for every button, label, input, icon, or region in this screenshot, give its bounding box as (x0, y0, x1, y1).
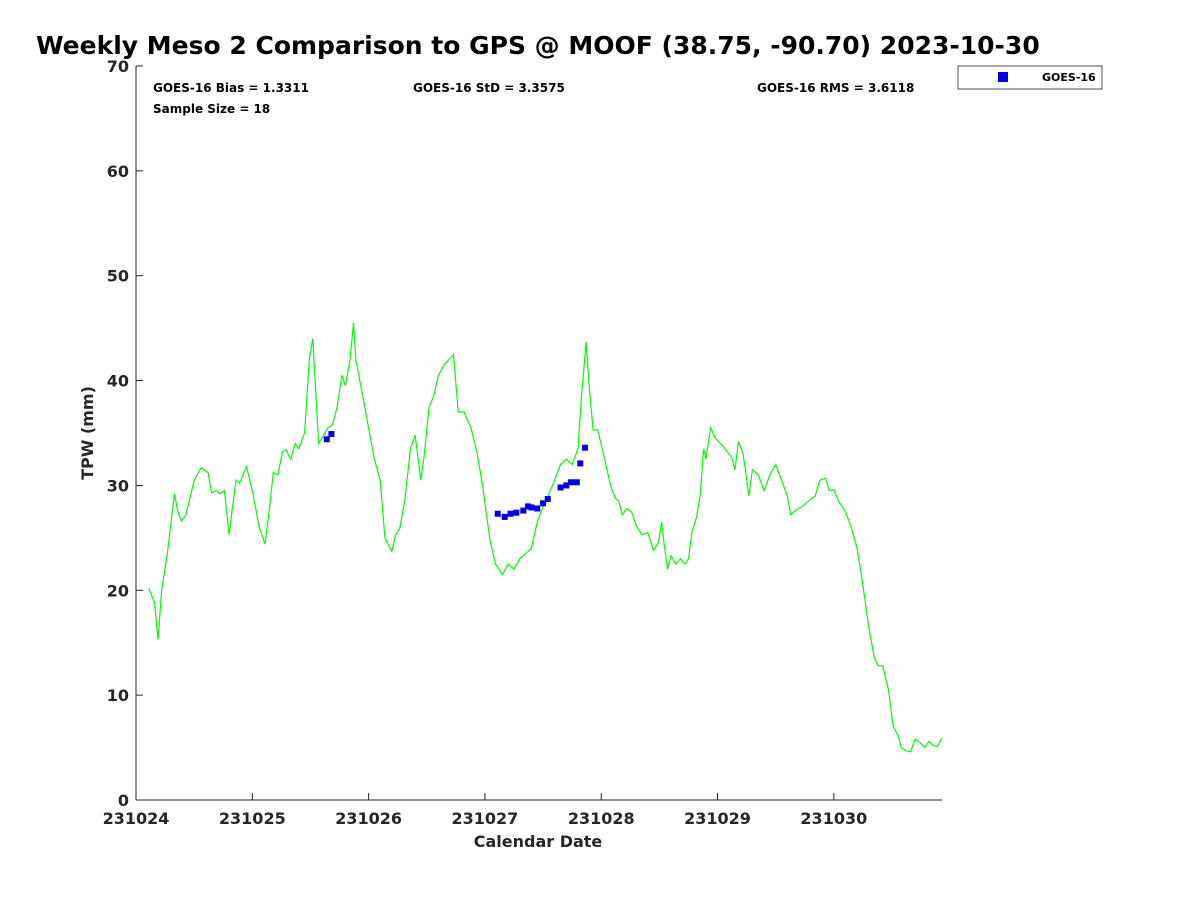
goes16-point (323, 436, 330, 443)
goes16-point (328, 431, 335, 438)
goes16-point (513, 509, 520, 516)
x-tick-label: 231027 (452, 809, 519, 828)
goes16-point (507, 510, 514, 517)
x-tick-label: 231026 (335, 809, 402, 828)
x-tick-label: 231024 (103, 809, 170, 828)
y-tick-label: 70 (107, 57, 129, 76)
x-tick-label: 231030 (800, 809, 867, 828)
goes16-point (520, 507, 527, 514)
chart-title: Weekly Meso 2 Comparison to GPS @ MOOF (… (36, 31, 1040, 60)
legend: GOES-16 (957, 65, 1103, 90)
series-layer (148, 322, 943, 753)
y-tick-label: 40 (107, 372, 129, 391)
goes16-point (573, 479, 580, 486)
goes16-point (567, 479, 574, 486)
y-tick-label: 30 (107, 476, 129, 495)
legend-goes16-label: GOES-16 (1042, 71, 1096, 84)
goes16-point (557, 484, 564, 491)
goes16-point (494, 510, 501, 517)
stat-rms: GOES-16 RMS = 3.6118 (757, 81, 914, 95)
stat-bias: GOES-16 Bias = 1.3311 (153, 81, 309, 95)
goes16-point (563, 482, 570, 489)
y-tick-label: 50 (107, 267, 129, 286)
legend-box (957, 65, 1103, 90)
goes16-point (534, 505, 541, 512)
x-ticks: 231024 231025 231026 231027 231028 231029 2310… (103, 793, 867, 828)
goes16-point (524, 503, 531, 510)
y-tick-label: 20 (107, 581, 129, 600)
legend-goes16-marker (998, 72, 1008, 82)
x-tick-label: 231025 (219, 809, 286, 828)
x-axis-label: Calendar Date (474, 832, 603, 851)
y-tick-label: 0 (118, 791, 129, 810)
y-ticks: 0 10 20 30 40 50 60 70 (107, 57, 143, 810)
stat-sample-size: Sample Size = 18 (153, 102, 270, 116)
x-tick-label: 231029 (684, 809, 751, 828)
x-tick-label: 231028 (568, 809, 635, 828)
goes16-point (501, 513, 508, 520)
y-axis-label: TPW (mm) (78, 386, 97, 480)
stat-std: GOES-16 StD = 3.3575 (413, 81, 565, 95)
goes16-point (544, 496, 551, 503)
series-gps-line (148, 322, 943, 753)
goes16-point (577, 460, 584, 467)
y-tick-label: 10 (107, 686, 129, 705)
y-tick-label: 60 (107, 162, 129, 181)
goes16-point (581, 444, 588, 451)
goes16-point (540, 500, 547, 507)
goes16-point (528, 504, 535, 511)
